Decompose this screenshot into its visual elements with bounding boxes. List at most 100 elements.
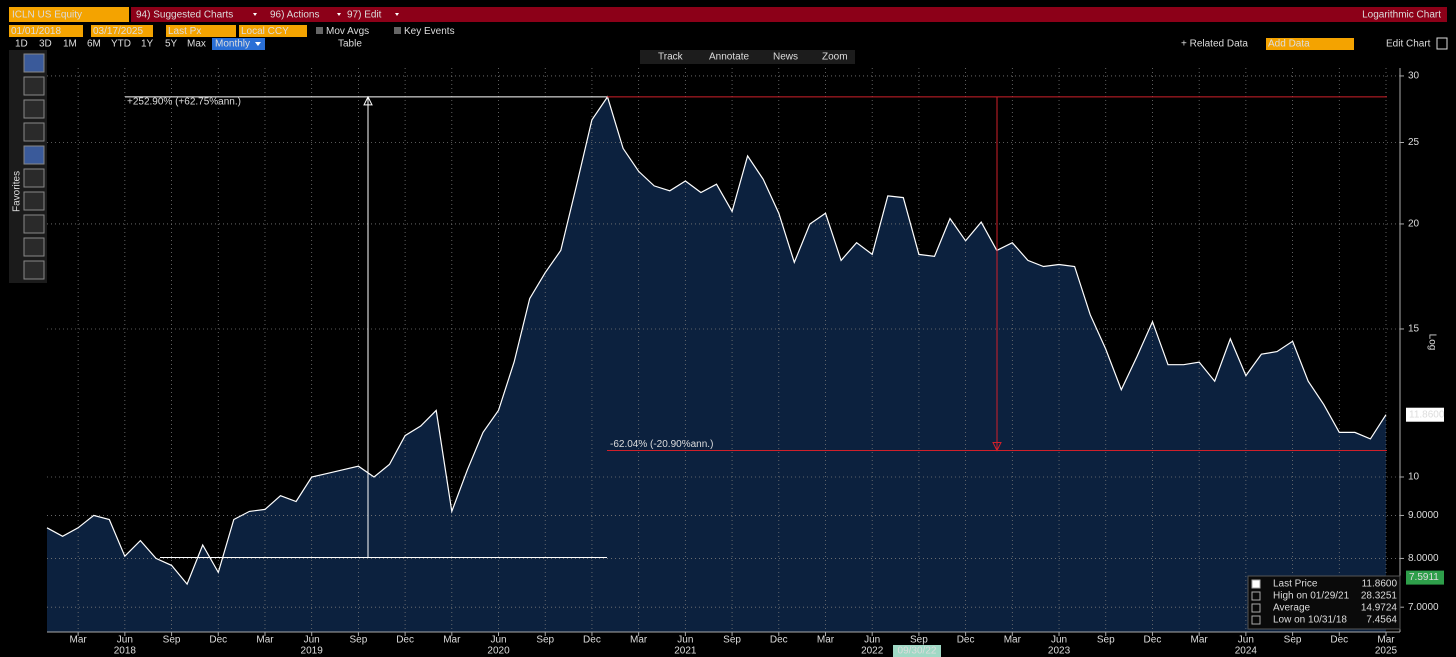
checkbox[interactable] [316,27,323,34]
toggle[interactable]: Key Events [404,26,455,37]
tool-icon[interactable] [23,76,45,96]
frequency-box[interactable] [212,38,265,50]
ticker-field[interactable] [9,7,129,22]
legend-label: Low on 10/31/18 [1273,615,1347,626]
price-tag-label: 11.8600 [1409,409,1445,420]
period-button[interactable]: 5Y [165,39,178,50]
add-data-box[interactable] [1266,38,1354,50]
legend-value: 28.3251 [1361,591,1398,602]
caret [253,13,257,16]
year-label: 2025 [1375,646,1398,657]
chart-tool[interactable]: Track [658,52,684,63]
x-tick-label: Sep [349,635,367,646]
start-date-box[interactable] [9,25,83,37]
x-tick-label: Dec [583,635,601,646]
field-box[interactable] [166,25,236,37]
tool-icon[interactable] [23,122,45,142]
x-tick-label: Jun [864,635,880,646]
x-tick-label: Sep [536,635,554,646]
x-tick-label: Jun [490,635,506,646]
checkbox[interactable] [394,27,401,34]
legend-swatch [1251,579,1261,589]
tool-icon[interactable] [23,191,45,211]
period-button[interactable]: 1D [15,39,28,50]
caret [255,42,261,46]
currency-box[interactable] [239,25,307,37]
y-tick-label: 10 [1408,472,1420,483]
y-tick-label: 7.0000 [1408,602,1439,613]
x-tick-label: Jun [1051,635,1067,646]
tool-icon[interactable] [23,260,45,280]
x-tick-label: Dec [1144,635,1162,646]
tool-icon[interactable] [23,237,45,257]
chart-mode[interactable]: Logarithmic Chart [1362,10,1441,21]
field[interactable]: Last Px [168,26,201,37]
tool-icon[interactable] [23,145,45,165]
legend-swatch [1251,591,1261,601]
chart-tool[interactable]: Zoom [822,52,848,63]
frequency[interactable]: Monthly [215,39,250,50]
price-tag [1406,407,1444,422]
period-button[interactable]: Max [187,39,206,50]
related-data[interactable]: + Related Data [1181,39,1248,50]
table-button[interactable]: Table [338,39,362,50]
window-button[interactable] [1436,37,1448,50]
x-tick-label: Sep [910,635,928,646]
y-tick-label: 30 [1408,71,1420,82]
x-tick-label: Jun [304,635,320,646]
legend-swatch [1251,603,1261,613]
menu-item[interactable]: 96) Actions [270,10,319,21]
favorites: Favorites [12,171,23,212]
edit-chart[interactable]: Edit Chart [1386,39,1431,50]
y-tick-label: 8.0000 [1408,553,1439,564]
legend-label: High on 01/29/21 [1273,591,1350,602]
period-button[interactable]: 3D [39,39,52,50]
legend-swatch [1251,615,1261,625]
price-tag [1406,570,1444,585]
tool-icon[interactable] [23,99,45,119]
end-date[interactable]: 03/17/2025 [93,26,143,37]
price-line [46,95,1387,586]
x-tick-label: Mar [443,635,461,646]
legend-value: 11.8600 [1362,579,1398,590]
crosshair-box [893,645,941,657]
year-label: 2022 [861,646,884,657]
end-date-box[interactable] [91,25,153,37]
add-data[interactable]: Add Data [1268,39,1310,50]
tool-icon[interactable] [23,214,45,234]
legend-label: Last Price [1273,579,1318,590]
chart-tool[interactable]: Annotate [709,52,749,63]
menu-bar [131,7,1447,22]
period-button[interactable]: 1M [63,39,77,50]
y-tick-label: 15 [1408,324,1420,335]
caret [395,13,399,16]
x-tick-label: Jun [677,635,693,646]
menu-item[interactable]: 97) Edit [347,10,382,21]
caret [337,13,341,16]
year-label: 2024 [1235,646,1258,657]
x-tick-label: Sep [1097,635,1115,646]
period-button[interactable]: 1Y [141,39,154,50]
period-button[interactable]: YTD [111,39,131,50]
arrow-head [992,442,1002,452]
menu-item[interactable]: 94) Suggested Charts [136,10,233,21]
year-label: 2018 [114,646,137,657]
tool-icon[interactable] [23,53,45,73]
legend-value: 7.4564 [1366,615,1397,626]
start-date[interactable]: 01/01/2018 [11,26,61,37]
ticker[interactable]: ICLN US Equity [12,10,82,21]
legend-box [1247,575,1401,630]
x-tick-label: Mar [70,635,88,646]
period-button[interactable]: 6M [87,39,101,50]
tool-icon[interactable] [23,168,45,188]
legend-label: Average [1273,603,1311,614]
x-tick-label: Sep [723,635,741,646]
toggle[interactable]: Mov Avgs [326,26,369,37]
currency[interactable]: Local CCY [241,26,289,37]
crosshair-label: 09/30/22 [898,646,937,657]
price-tag-label: 7.5911 [1409,572,1439,583]
x-tick-label: Sep [163,635,181,646]
chart-tool[interactable]: News [773,52,798,63]
year-label: 2019 [301,646,324,657]
